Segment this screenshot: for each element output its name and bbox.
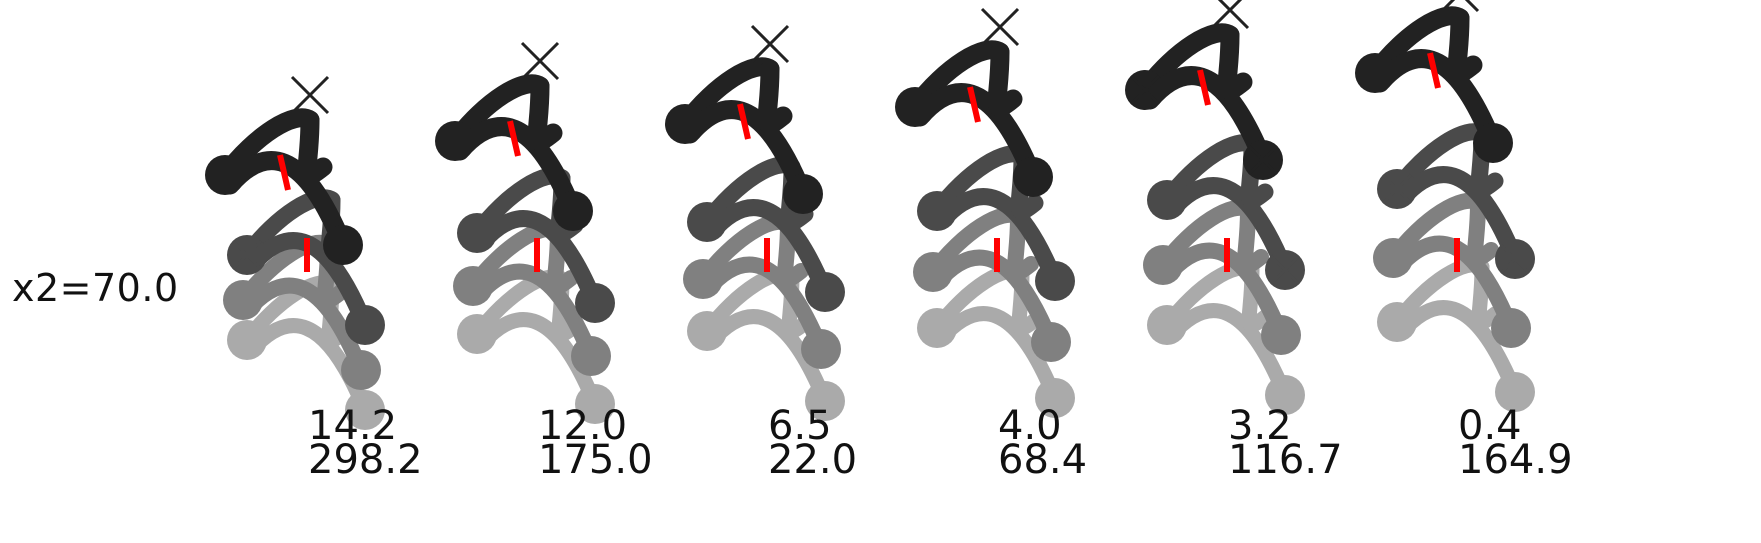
layer-3-right-arm <box>757 59 793 134</box>
layer-0-tail-cross-icon <box>1269 379 1301 411</box>
layer-0-tail-cross-icon <box>349 394 381 426</box>
top-end-cross-icon <box>1440 0 1480 13</box>
layer-1-left-cross-icon <box>1377 242 1409 274</box>
layer-3 <box>895 40 1053 197</box>
layer-3-right-arm <box>987 42 1023 117</box>
panel-5-top-value: 3.2 <box>1228 403 1292 449</box>
layer-3-left-cross-icon <box>1129 74 1161 106</box>
layer-3-right-arm <box>1447 8 1483 83</box>
layer-1-right-arm <box>1237 202 1269 274</box>
layer-3-left-cross-icon <box>899 91 931 123</box>
top-end-cross-icon <box>980 7 1020 47</box>
layer-0-left-cross-icon <box>231 324 263 356</box>
panel-2 <box>435 41 615 424</box>
layer-2-tail-cross-icon <box>1039 265 1071 297</box>
layer-0-tail-cross-icon <box>579 388 611 420</box>
layer-2-left-cross-icon <box>1381 173 1413 205</box>
layer-0 <box>917 263 1075 418</box>
panel-5-bottom-value: 116.7 <box>1228 437 1343 483</box>
layer-3 <box>435 74 593 231</box>
layer-3-left-cross-icon <box>209 159 241 191</box>
panel-4-top-value: 4.0 <box>998 403 1062 449</box>
layer-3-left-cross-icon <box>1359 57 1391 89</box>
layer-1 <box>913 206 1071 362</box>
layer-1-tail-cross-icon <box>575 340 607 372</box>
layer-1-tail-cross-icon <box>1265 319 1297 351</box>
layer-0-tail-cross-icon <box>1039 382 1071 414</box>
layer-2-tail-cross-icon <box>579 287 611 319</box>
panel-1-bottom-value: 298.2 <box>308 437 423 483</box>
panel-3-bottom-value: 22.0 <box>768 437 858 483</box>
upper-red-marker <box>1427 52 1441 89</box>
layer-2-left-cross-icon <box>691 206 723 238</box>
layer-1-tail-cross-icon <box>1495 312 1527 344</box>
panel-6-bottom-value: 164.9 <box>1458 437 1573 483</box>
layer-2-left-cross-icon <box>231 239 263 271</box>
layer-2-tail-cross-icon <box>349 309 381 341</box>
layer-1 <box>223 234 381 390</box>
layer-3-left-cross-icon <box>669 108 701 140</box>
layer-3-right-arm <box>297 110 333 185</box>
layer-2-tail-cross-icon <box>809 276 841 308</box>
layer-0-left-cross-icon <box>1151 309 1183 341</box>
layer-2-left-cross-icon <box>921 195 953 227</box>
layer-1-left-cross-icon <box>227 284 259 316</box>
layer-3-right-arm <box>1217 25 1253 100</box>
layer-0-left-cross-icon <box>1381 306 1413 338</box>
layer-1-right-arm <box>1467 195 1499 267</box>
top-end-cross-icon <box>1210 0 1250 30</box>
row-label: x2=70.0 <box>12 266 179 310</box>
panel-2-top-value: 12.0 <box>538 403 628 449</box>
panel-4 <box>895 7 1075 418</box>
layer-3-tail-cross-icon <box>787 178 819 210</box>
layer-3-tail-cross-icon <box>1477 127 1509 159</box>
layer-3-tail-cross-icon <box>1247 144 1279 176</box>
top-end-cross-icon <box>520 41 560 81</box>
layer-1-tail-cross-icon <box>1035 326 1067 358</box>
layer-3-tail-cross-icon <box>557 195 589 227</box>
panel-6-top-value: 0.4 <box>1458 403 1522 449</box>
top-end-cross-icon <box>750 24 790 64</box>
layer-3-tail-cross-icon <box>327 229 359 261</box>
layer-3-tail-cross-icon <box>1017 161 1049 193</box>
layer-3 <box>665 57 823 214</box>
layer-0 <box>1377 257 1535 412</box>
panel-6 <box>1355 0 1535 412</box>
layer-1-left-cross-icon <box>687 263 719 295</box>
top-end-cross-icon <box>290 75 330 115</box>
layer-1-tail-cross-icon <box>345 354 377 386</box>
upper-red-marker <box>507 120 521 157</box>
upper-red-marker <box>967 86 981 123</box>
layer-0-left-cross-icon <box>921 312 953 344</box>
layer-0-left-cross-icon <box>691 315 723 347</box>
layer-2-left-cross-icon <box>461 217 493 249</box>
panel-3 <box>665 24 845 421</box>
upper-red-marker <box>277 154 291 191</box>
layer-2-tail-cross-icon <box>1499 243 1531 275</box>
layer-0-left-cross-icon <box>461 318 493 350</box>
layer-3-right-arm <box>527 76 563 151</box>
panel-3-top-value: 6.5 <box>768 403 832 449</box>
layer-1-left-cross-icon <box>1147 249 1179 281</box>
layer-1-left-cross-icon <box>917 256 949 288</box>
layer-2-tail-cross-icon <box>1269 254 1301 286</box>
upper-red-marker <box>1197 69 1211 106</box>
panel-5 <box>1125 0 1305 415</box>
layer-1-tail-cross-icon <box>805 333 837 365</box>
layer-1 <box>1373 192 1531 348</box>
layer-2-left-cross-icon <box>1151 184 1183 216</box>
panel-1 <box>205 75 385 430</box>
panel-4-bottom-value: 68.4 <box>998 437 1088 483</box>
layer-1-left-cross-icon <box>457 270 489 302</box>
upper-red-marker <box>737 103 751 140</box>
layer-0-tail-cross-icon <box>809 385 841 417</box>
panel-2-bottom-value: 175.0 <box>538 437 653 483</box>
layer-1-right-arm <box>1007 209 1039 281</box>
layer-3-left-cross-icon <box>439 125 471 157</box>
layer-0-tail-cross-icon <box>1499 376 1531 408</box>
panel-1-top-value: 14.2 <box>308 403 398 449</box>
